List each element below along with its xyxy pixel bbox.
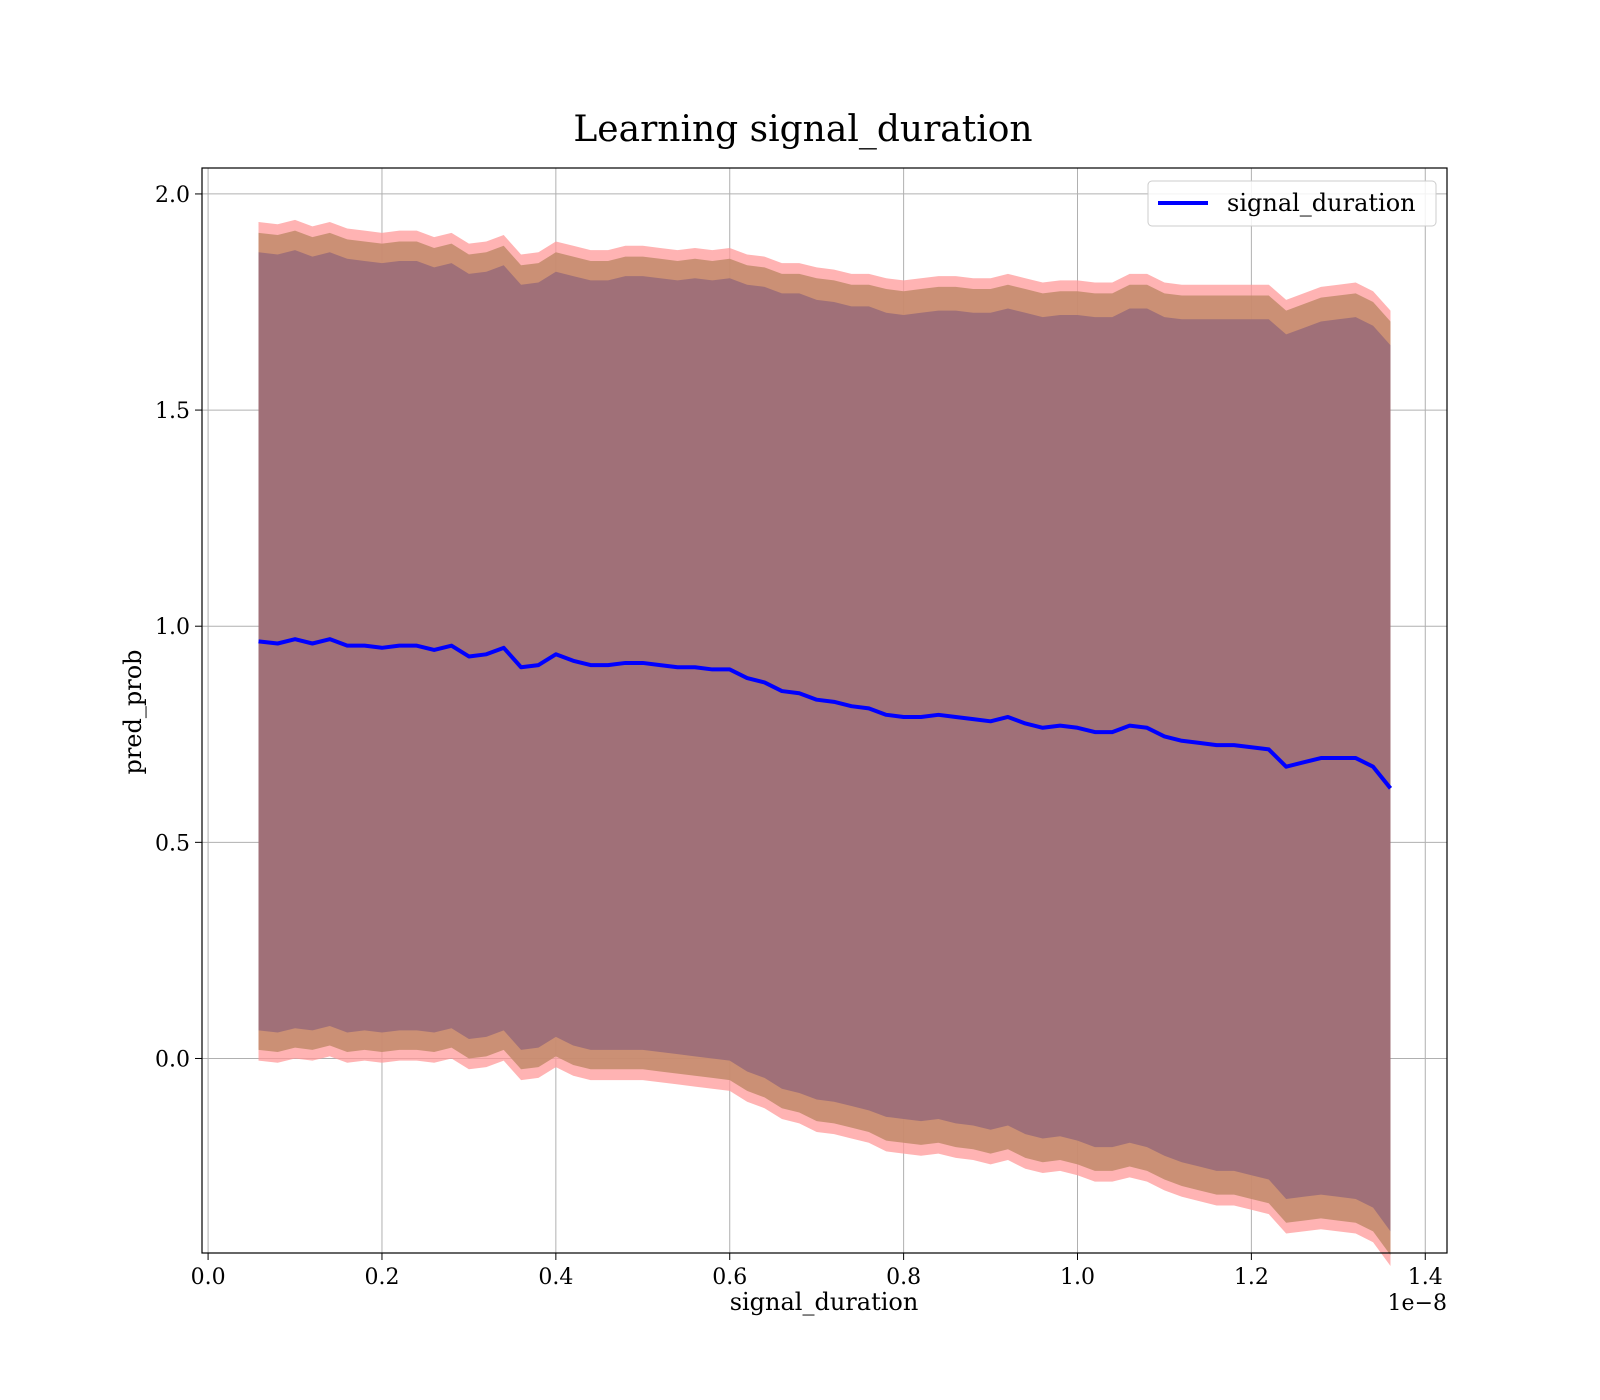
series-line-signal-duration (258, 637, 1393, 790)
x-axis-offset-label: 1e−8 (1388, 1291, 1447, 1316)
x-tick-label: 0.4 (538, 1265, 573, 1290)
series-lines (258, 637, 1393, 790)
x-tick-label: 0.2 (364, 1265, 399, 1290)
y-axis-label: pred_prob (119, 649, 147, 774)
legend: signal_duration (1147, 180, 1437, 227)
confidence-bands (258, 219, 1391, 1266)
y-tick-label: 0.0 (155, 1047, 190, 1072)
inner-confidence-band (258, 250, 1391, 1232)
x-axis-label: signal_duration (730, 1288, 919, 1316)
y-tick-label: 2.0 (155, 183, 190, 208)
x-tick-label: 0.8 (886, 1265, 921, 1290)
legend-entry: signal_duration (1227, 189, 1416, 217)
y-tick-label: 0.5 (155, 831, 190, 856)
chart-title: Learning signal_duration (573, 109, 1032, 150)
plot-frame (201, 167, 1448, 1254)
x-axis-ticks: 0.0 0.2 0.4 0.6 0.8 1.0 1.2 1.4 (191, 1253, 1443, 1290)
x-tick-label: 0.0 (191, 1265, 226, 1290)
x-tick-label: 1.0 (1060, 1265, 1095, 1290)
y-tick-label: 1.5 (155, 399, 190, 424)
y-axis-ticks: 0.0 0.5 1.0 1.5 2.0 (155, 183, 202, 1072)
x-tick-label: 1.2 (1234, 1265, 1269, 1290)
y-tick-label: 1.0 (155, 615, 190, 640)
x-tick-label: 1.4 (1408, 1265, 1443, 1290)
legend-box (1147, 180, 1437, 227)
x-tick-label: 0.6 (712, 1265, 747, 1290)
